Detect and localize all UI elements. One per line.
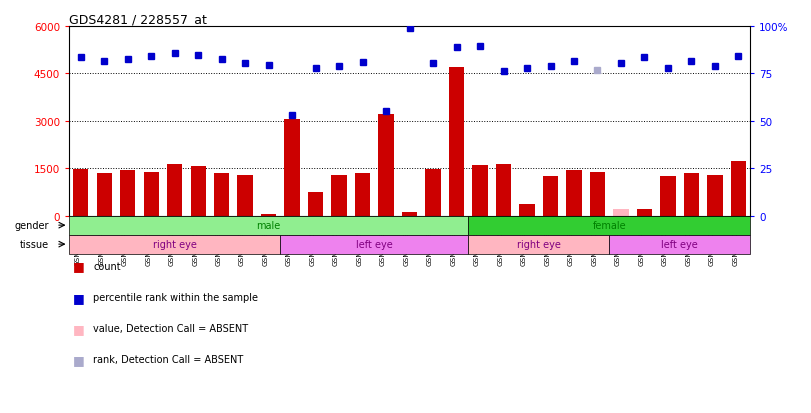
Bar [468,235,609,254]
Bar [590,173,605,216]
Text: ■: ■ [73,291,84,304]
Bar [472,166,487,216]
Text: ■: ■ [73,353,84,366]
Bar [707,175,723,216]
Bar [281,235,468,254]
Text: gender: gender [15,221,49,230]
Bar [69,216,468,235]
Bar [355,173,370,216]
Bar [167,165,182,216]
Bar [426,169,440,216]
Bar [731,162,746,216]
Bar [660,176,676,216]
Text: value, Detection Call = ABSENT: value, Detection Call = ABSENT [93,323,248,333]
Bar [285,120,300,216]
Bar [402,213,417,216]
Bar [684,173,699,216]
Bar [73,169,88,216]
Bar [449,68,464,216]
Bar [120,171,135,216]
Bar [543,177,558,216]
Bar [613,209,629,216]
Text: male: male [256,221,281,230]
Text: rank, Detection Call = ABSENT: rank, Detection Call = ABSENT [93,354,243,364]
Text: right eye: right eye [152,240,196,249]
Bar [496,164,511,216]
Text: count: count [93,261,121,271]
Bar [308,192,324,216]
Bar [637,210,652,216]
Bar [609,235,750,254]
Bar [144,172,159,216]
Bar [332,176,347,216]
Bar [468,216,750,235]
Text: GDS4281 / 228557_at: GDS4281 / 228557_at [69,13,207,26]
Text: left eye: left eye [356,240,393,249]
Bar [261,214,277,216]
Bar [519,204,534,216]
Bar [69,235,281,254]
Bar [191,166,206,216]
Bar [214,173,230,216]
Text: right eye: right eye [517,240,560,249]
Bar [238,176,253,216]
Text: female: female [592,221,626,230]
Bar [379,115,393,216]
Bar [566,171,581,216]
Text: ■: ■ [73,322,84,335]
Text: percentile rank within the sample: percentile rank within the sample [93,292,258,302]
Text: left eye: left eye [661,240,698,249]
Bar [97,173,112,216]
Text: tissue: tissue [19,240,49,249]
Text: ■: ■ [73,260,84,273]
